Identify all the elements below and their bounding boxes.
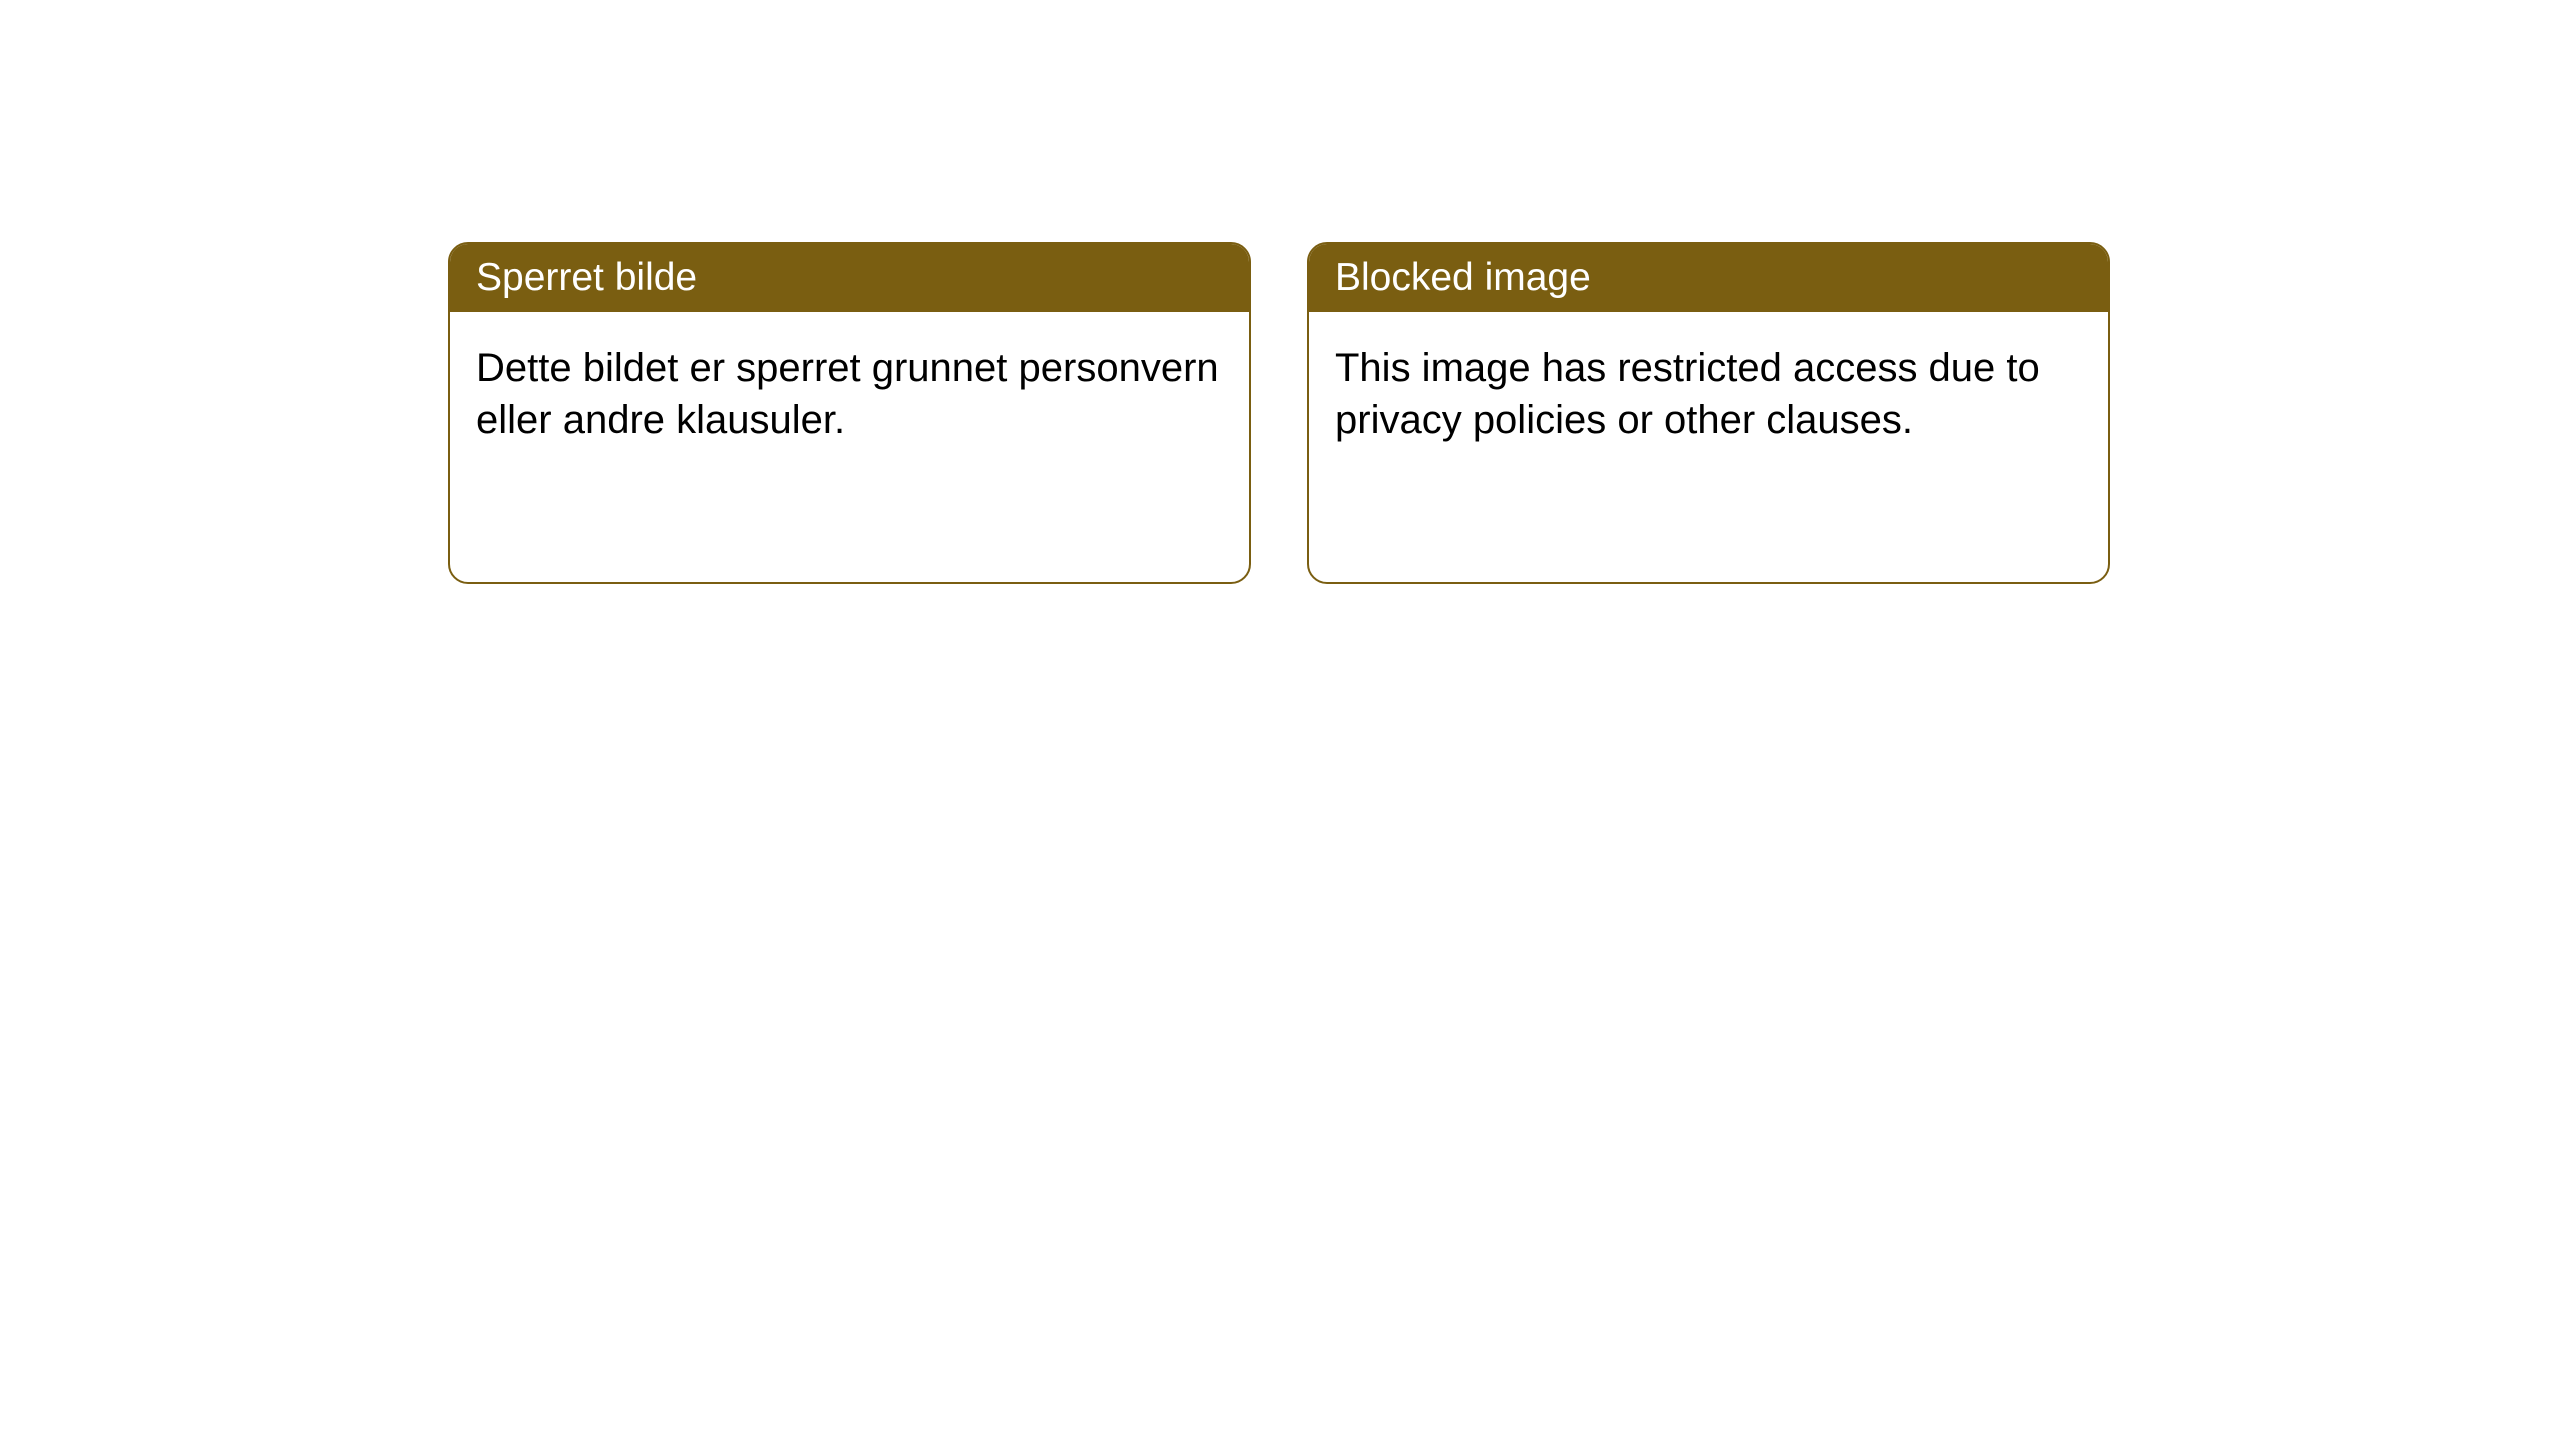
card-title: Sperret bilde xyxy=(476,256,697,299)
card-header: Blocked image xyxy=(1309,244,2108,312)
notice-card-norwegian: Sperret bilde Dette bildet er sperret gr… xyxy=(448,242,1251,584)
notice-card-english: Blocked image This image has restricted … xyxy=(1307,242,2110,584)
card-body-text: Dette bildet er sperret grunnet personve… xyxy=(476,346,1219,442)
card-body: This image has restricted access due to … xyxy=(1309,312,2108,582)
card-body: Dette bildet er sperret grunnet personve… xyxy=(450,312,1249,582)
card-title: Blocked image xyxy=(1335,256,1591,299)
card-body-text: This image has restricted access due to … xyxy=(1335,346,2040,442)
notice-cards-container: Sperret bilde Dette bildet er sperret gr… xyxy=(0,0,2560,584)
card-header: Sperret bilde xyxy=(450,244,1249,312)
